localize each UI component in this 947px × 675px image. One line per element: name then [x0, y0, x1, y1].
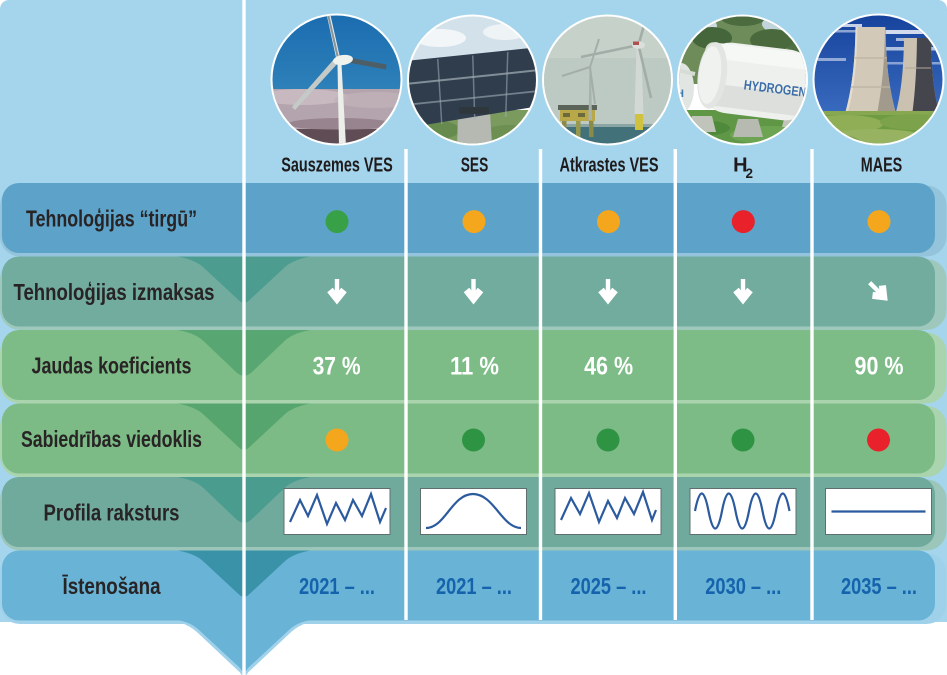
svg-text:Profila raksturs: Profila raksturs: [44, 500, 180, 526]
svg-text:Sabiedrības viedoklis: Sabiedrības viedoklis: [21, 426, 202, 452]
svg-text:H: H: [676, 88, 684, 100]
svg-text:37 %: 37 %: [313, 353, 361, 381]
svg-text:2021 – ...: 2021 – ...: [436, 573, 512, 599]
svg-text:H: H: [733, 155, 747, 177]
svg-text:MAES: MAES: [861, 155, 903, 177]
svg-text:Sauszemes VES: Sauszemes VES: [281, 155, 393, 177]
svg-text:Tehnoloģijas “tirgū”: Tehnoloģijas “tirgū”: [26, 206, 197, 232]
svg-text:2: 2: [746, 166, 754, 181]
svg-text:2021 – ...: 2021 – ...: [299, 573, 375, 599]
svg-text:Jaudas koeficients: Jaudas koeficients: [32, 353, 192, 379]
svg-text:2030 – ...: 2030 – ...: [705, 573, 781, 599]
svg-text:2025 – ...: 2025 – ...: [571, 573, 647, 599]
svg-text:Atkrastes VES: Atkrastes VES: [560, 155, 659, 177]
svg-text:90 %: 90 %: [855, 353, 904, 381]
svg-text:Īstenošana: Īstenošana: [62, 573, 161, 599]
svg-text:46 %: 46 %: [584, 353, 633, 381]
svg-text:2035 – ...: 2035 – ...: [841, 573, 917, 599]
svg-text:11 %: 11 %: [450, 353, 499, 381]
svg-text:SES: SES: [461, 155, 489, 177]
svg-text:Tehnoloģijas izmaksas: Tehnoloģijas izmaksas: [14, 279, 215, 305]
